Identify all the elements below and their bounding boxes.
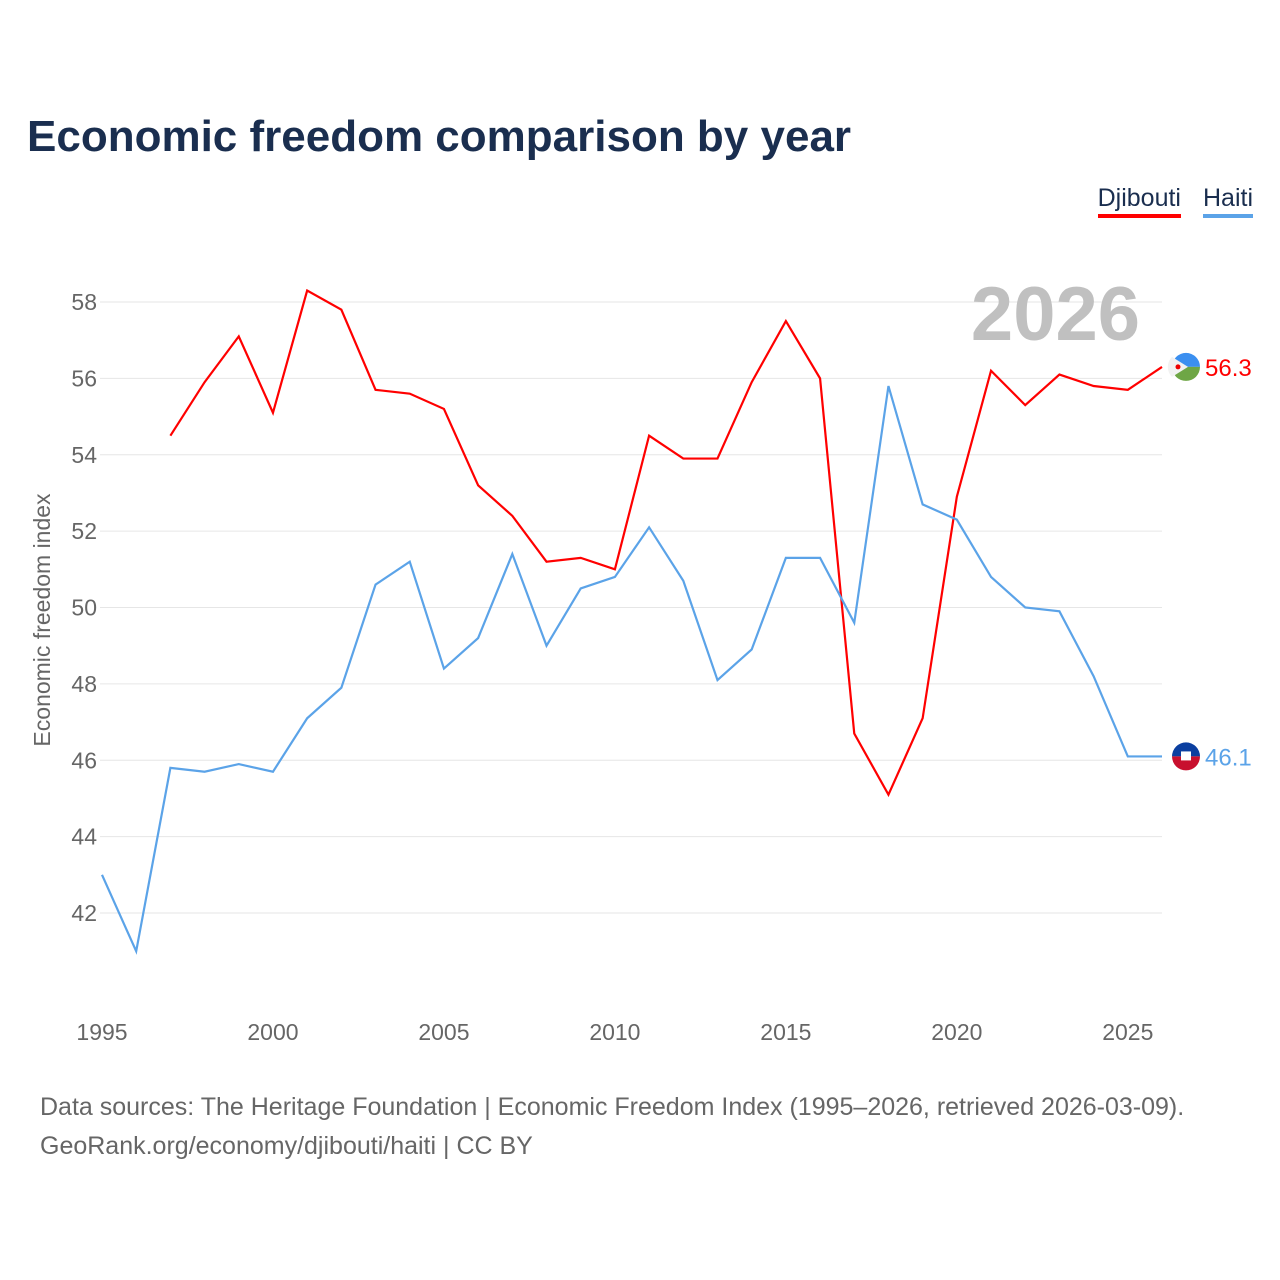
end-value-label: 46.1 bbox=[1205, 744, 1252, 771]
y-tick-label: 44 bbox=[71, 824, 97, 850]
y-tick-label: 50 bbox=[71, 595, 97, 621]
year-watermark: 2026 bbox=[971, 272, 1140, 357]
y-tick-label: 48 bbox=[71, 671, 97, 697]
x-tick-label: 2000 bbox=[247, 1019, 298, 1045]
x-tick-label: 2005 bbox=[418, 1019, 469, 1045]
x-tick-label: 2025 bbox=[1102, 1019, 1153, 1045]
y-axis-label: Economic freedom index bbox=[29, 493, 55, 747]
source-line-1: Data sources: The Heritage Foundation | … bbox=[40, 1093, 1185, 1121]
legend-item-haiti[interactable]: Haiti bbox=[1202, 184, 1253, 218]
x-tick-label: 1995 bbox=[76, 1019, 127, 1045]
series-line-haiti bbox=[100, 385, 1162, 955]
x-tick-label: 2015 bbox=[760, 1019, 811, 1045]
x-tick-label: 2010 bbox=[589, 1019, 640, 1045]
legend: Djibouti Haiti bbox=[1097, 184, 1253, 218]
y-tick-label: 52 bbox=[71, 518, 97, 544]
y-tick-label: 42 bbox=[71, 900, 97, 926]
legend-item-djibouti[interactable]: Djibouti bbox=[1097, 184, 1181, 218]
y-tick-label: 54 bbox=[71, 442, 97, 468]
y-tick-label: 58 bbox=[71, 289, 97, 315]
source-line-2[interactable]: GeoRank.org/economy/djibouti/haiti | CC … bbox=[40, 1132, 533, 1160]
series-line-djibouti bbox=[169, 288, 1163, 798]
x-tick-label: 2020 bbox=[931, 1019, 982, 1045]
chart-title: Economic freedom comparison by year bbox=[27, 112, 852, 161]
flag-haiti-icon bbox=[1172, 742, 1200, 757]
y-tick-label: 46 bbox=[71, 747, 97, 773]
flag-haiti-emblem bbox=[1181, 751, 1191, 761]
flag-haiti-icon-lower bbox=[1172, 756, 1200, 771]
flag-djibouti-star bbox=[1175, 364, 1181, 370]
end-value-label: 56.3 bbox=[1205, 355, 1252, 382]
source-note: Data sources: The Heritage Foundation | … bbox=[40, 1088, 1184, 1166]
y-tick-label: 56 bbox=[71, 365, 97, 391]
